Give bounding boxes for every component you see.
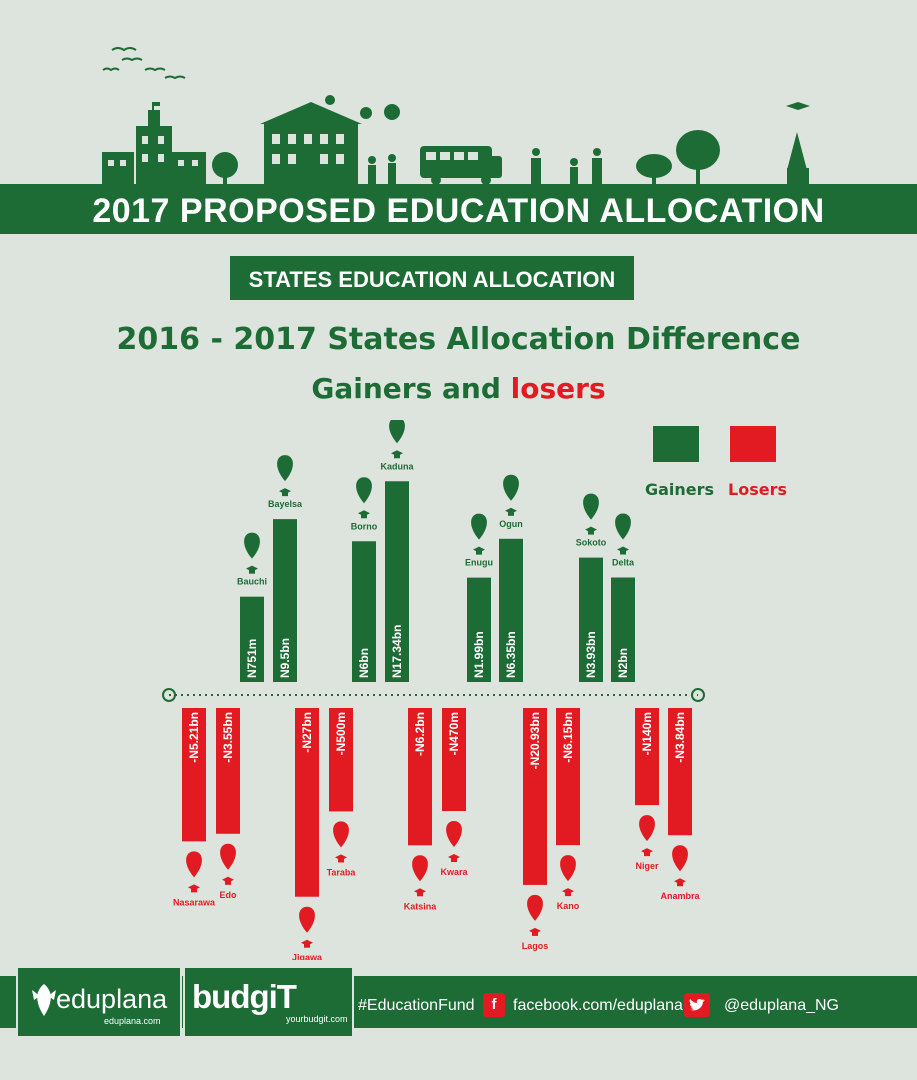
twitter-handle[interactable]: @eduplana_NG — [724, 997, 839, 1014]
loser-state-label: Edo — [220, 890, 238, 900]
gainer-value-label: N1.99bn — [472, 631, 486, 678]
eduplana-name: eduplana — [56, 984, 168, 1014]
gainer-state-label: Enugu — [465, 558, 493, 568]
gainer-bar-bauchi — [240, 596, 264, 682]
subheading-gainers: Gainers and — [311, 372, 511, 405]
gainer-pin-icon — [356, 477, 372, 519]
gainer-value-label: N6bn — [357, 648, 371, 678]
loser-bar-lagos — [523, 708, 547, 885]
loser-value-label: -N20.93bn — [528, 712, 542, 769]
gainer-pin-icon — [277, 455, 293, 497]
loser-bar-jigawa — [295, 708, 319, 897]
allocation-chart: N751m Bauchi N9.5bn Bayelsa N6bn Borno N17.34b… — [162, 420, 705, 960]
gainer-state-label: Kaduna — [380, 461, 414, 471]
loser-state-label: Kano — [557, 901, 580, 911]
budgit-url[interactable]: yourbudgit.com — [286, 1014, 348, 1024]
loser-bar-anambra — [668, 708, 692, 836]
facebook-icon[interactable]: f — [483, 993, 505, 1017]
loser-state-label: Jigawa — [292, 953, 323, 960]
loser-value-label: -N27bn — [300, 712, 314, 753]
gainer-pin-icon — [503, 474, 519, 516]
gainer-state-label: Sokoto — [576, 538, 607, 548]
eduplana-url[interactable]: eduplana.com — [104, 1016, 161, 1026]
gainer-pin-icon — [615, 513, 631, 555]
loser-bar-katsina — [408, 708, 432, 846]
loser-state-label: Katsina — [404, 901, 438, 911]
gainer-state-label: Bayelsa — [268, 499, 303, 509]
gainer-value-label: N751m — [245, 639, 259, 678]
gainer-state-label: Borno — [351, 521, 378, 531]
subheading-losers: losers — [510, 372, 606, 405]
loser-pin-icon — [560, 855, 576, 897]
budgit-name: budgiT — [192, 978, 297, 1015]
loser-value-label: -N3.55bn — [221, 712, 235, 763]
loser-bar-kwara — [442, 708, 466, 812]
gainer-value-label: N3.93bn — [584, 631, 598, 678]
gainer-pin-icon — [471, 513, 487, 555]
baseline-end-marker — [691, 688, 705, 702]
loser-value-label: -N6.2bn — [413, 712, 427, 756]
loser-pin-icon — [527, 894, 543, 936]
legend-losers-swatch — [730, 426, 776, 462]
eduplana-logo-box[interactable] — [16, 966, 182, 1038]
loser-value-label: -N500m — [334, 712, 348, 755]
loser-pin-icon — [446, 821, 462, 863]
loser-bar-niger — [635, 708, 659, 806]
loser-value-label: -N3.84bn — [673, 712, 687, 763]
loser-pin-icon — [220, 843, 236, 885]
gainer-bar-enugu — [467, 577, 491, 682]
loser-value-label: -N470m — [447, 712, 461, 755]
loser-state-label: Lagos — [522, 941, 549, 951]
gainer-bar-kaduna — [385, 481, 409, 682]
gainer-pin-icon — [583, 493, 599, 535]
loser-pin-icon — [333, 821, 349, 863]
legend-gainers-swatch — [653, 426, 699, 462]
gainer-bar-ogun — [499, 538, 523, 682]
gainer-state-label: Delta — [612, 558, 635, 568]
twitter-icon[interactable] — [684, 993, 710, 1017]
loser-bar-kano — [556, 708, 580, 846]
skyline-illustration — [102, 47, 810, 185]
facebook-link[interactable]: facebook.com/eduplana — [513, 997, 683, 1014]
gainer-pin-icon — [389, 420, 405, 459]
loser-state-label: Kwara — [440, 867, 468, 877]
loser-bar-nasarawa — [182, 708, 206, 842]
loser-value-label: -N5.21bn — [187, 712, 201, 763]
loser-pin-icon — [412, 855, 428, 897]
gainer-bar-sokoto — [579, 557, 603, 682]
section-title: STATES EDUCATION ALLOCATION — [230, 256, 634, 300]
loser-state-label: Taraba — [327, 867, 357, 877]
main-title: 2017 PROPOSED EDUCATION ALLOCATION — [92, 192, 825, 230]
loser-pin-icon — [186, 851, 202, 893]
gainer-bar-borno — [352, 541, 376, 682]
gainer-pin-icon — [244, 532, 260, 574]
gainer-value-label: N9.5bn — [278, 638, 292, 678]
loser-state-label: Niger — [635, 861, 659, 871]
loser-state-label: Anambra — [660, 891, 700, 901]
hashtag-text: #EducationFund — [358, 997, 475, 1014]
title-band — [0, 184, 917, 234]
loser-state-label: Nasarawa — [173, 897, 216, 907]
loser-value-label: -N140m — [640, 712, 654, 755]
chart-heading: 2016 - 2017 States Allocation Difference — [116, 322, 801, 357]
gainer-value-label: N17.34bn — [390, 625, 404, 678]
eduplana-bird-icon — [32, 984, 56, 1016]
loser-bar-taraba — [329, 708, 353, 812]
loser-pin-icon — [672, 845, 688, 887]
gainer-state-label: Bauchi — [237, 577, 267, 587]
gainer-state-label: Ogun — [499, 519, 523, 529]
legend-losers-label: Losers — [728, 480, 787, 499]
loser-pin-icon — [299, 906, 315, 948]
gainer-value-label: N6.35bn — [504, 631, 518, 678]
baseline-start-marker — [162, 688, 176, 702]
loser-bar-edo — [216, 708, 240, 834]
gainer-bar-delta — [611, 577, 635, 682]
gainer-value-label: N2bn — [616, 648, 630, 678]
legend-gainers-label: Gainers — [645, 480, 715, 499]
loser-value-label: -N6.15bn — [561, 712, 575, 763]
gainer-bar-bayelsa — [273, 519, 297, 682]
budgit-logo-box[interactable] — [183, 966, 354, 1038]
chart-subheading: Gainers and losers — [0, 372, 917, 405]
loser-pin-icon — [639, 815, 655, 857]
